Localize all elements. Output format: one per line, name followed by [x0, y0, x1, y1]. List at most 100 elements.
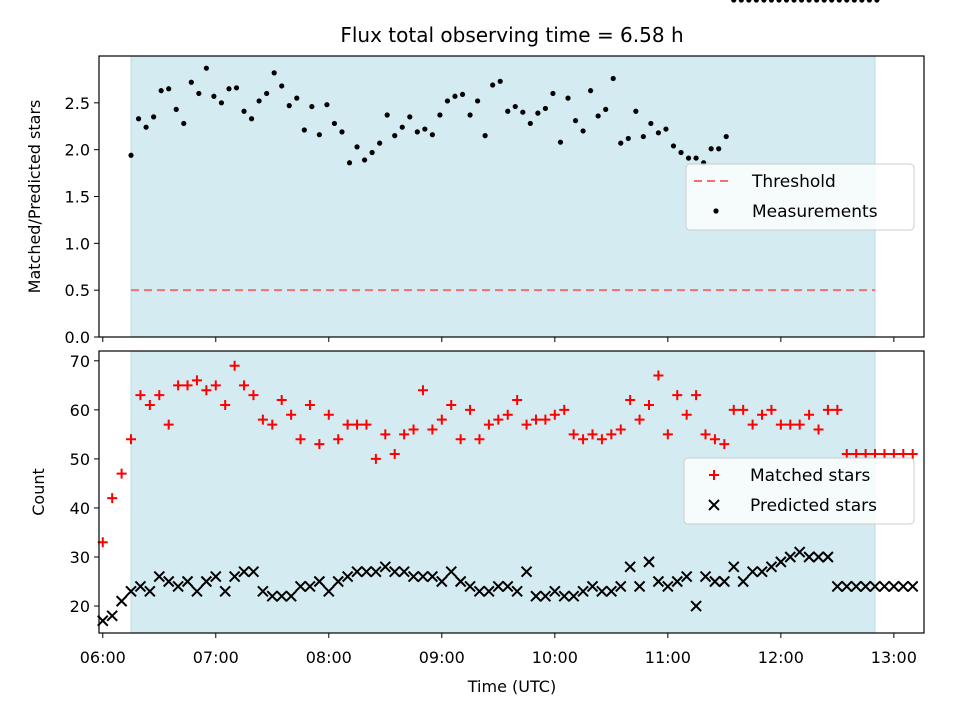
series-predicted-stars — [97, 546, 919, 627]
x-tick-label: 10:00 — [532, 648, 578, 667]
measurement-point — [625, 135, 631, 142]
matched-point — [578, 434, 589, 445]
measurement-point — [610, 75, 616, 82]
measurement-point — [603, 106, 609, 112]
measurement-point — [203, 65, 209, 71]
predicted-point — [144, 585, 156, 598]
predicted-point — [888, 580, 900, 593]
legend-label: Predicted stars — [750, 496, 877, 516]
legend-label: Threshold — [751, 172, 836, 192]
matched-point — [380, 429, 391, 440]
measurement-point — [444, 98, 451, 104]
measurement-point — [648, 120, 654, 127]
measurement-point — [407, 114, 413, 120]
x-tick-label: 09:00 — [419, 648, 465, 667]
y-axis-label: Matched/Predicted stars — [25, 100, 44, 294]
measurement-point — [829, 0, 835, 3]
predicted-point — [841, 580, 853, 593]
matched-point — [257, 414, 268, 425]
measurement-point — [746, 0, 752, 3]
predicted-point — [294, 580, 307, 593]
matched-point — [163, 419, 174, 430]
matched-point — [738, 404, 749, 415]
measurement-point — [821, 0, 827, 3]
matched-point — [417, 385, 428, 396]
measurement-point — [151, 114, 157, 120]
measurement-point — [783, 0, 790, 3]
measurement-point — [384, 112, 390, 118]
y-axis-label: Count — [29, 468, 48, 516]
predicted-point — [153, 570, 165, 583]
measurement-point — [437, 112, 443, 118]
predicted-point — [341, 570, 354, 583]
measurement-point — [723, 133, 729, 140]
predicted-point — [210, 570, 222, 583]
predicted-point — [831, 580, 844, 593]
measurement-point — [128, 152, 134, 158]
matched-point — [135, 390, 146, 401]
measurement-point — [798, 0, 805, 3]
y-tick-label: 2.5 — [65, 94, 90, 113]
matched-point — [851, 448, 862, 459]
measurement-point — [135, 116, 142, 122]
matched-point — [474, 434, 485, 445]
predicted-point — [605, 585, 618, 598]
measurement-point — [158, 88, 164, 94]
predicted-point — [162, 575, 175, 588]
matched-point — [267, 419, 278, 430]
predicted-point — [699, 570, 712, 583]
y-tick-label: 70 — [70, 352, 90, 371]
matched-point — [493, 414, 504, 425]
matched-point — [615, 424, 626, 435]
matched-point — [728, 404, 739, 415]
legend-box — [683, 457, 915, 525]
measurement-point — [874, 0, 880, 3]
measurement-point — [211, 93, 217, 99]
predicted-point — [690, 600, 702, 612]
matched-point — [295, 434, 306, 445]
predicted-point — [662, 580, 674, 593]
predicted-point — [549, 585, 561, 598]
matched-point — [747, 419, 758, 430]
predicted-point — [511, 585, 523, 598]
matched-point — [700, 429, 711, 440]
matched-point — [549, 409, 560, 420]
matched-point — [512, 395, 523, 406]
measurement-point — [542, 105, 549, 112]
measurement-point — [482, 133, 488, 139]
measurement-point — [731, 0, 737, 3]
measurement-point — [256, 98, 262, 104]
matched-point — [248, 390, 259, 401]
measurement-point — [640, 133, 646, 140]
measurement-point — [309, 103, 315, 110]
measurement-point — [655, 130, 662, 136]
measurement-point — [181, 120, 187, 127]
predicted-point — [718, 575, 731, 588]
predicted-point — [530, 590, 542, 602]
matched-point — [201, 385, 212, 396]
matched-point — [606, 429, 617, 440]
matched-point — [521, 419, 532, 430]
predicted-point — [436, 575, 448, 588]
measurement-point — [316, 132, 322, 138]
measurement-point — [143, 124, 149, 130]
predicted-point — [125, 585, 137, 598]
measurement-point — [595, 113, 601, 119]
predicted-point — [680, 570, 693, 583]
predicted-point — [822, 551, 834, 563]
y-tick-label: 0.5 — [65, 281, 90, 300]
measurement-point — [708, 146, 714, 152]
matched-point — [210, 380, 221, 391]
measurement-point — [678, 149, 684, 156]
matched-point — [107, 493, 118, 504]
matched-point — [691, 390, 702, 401]
measurement-point — [738, 0, 744, 3]
measurement-point — [670, 143, 677, 149]
predicted-point — [746, 565, 759, 578]
predicted-point — [398, 565, 410, 578]
measurement-point — [279, 83, 285, 89]
measurement-point — [768, 0, 775, 3]
measurement-point — [369, 149, 375, 156]
legend-matched-swatch — [709, 470, 719, 480]
series-matched-stars — [97, 360, 918, 548]
